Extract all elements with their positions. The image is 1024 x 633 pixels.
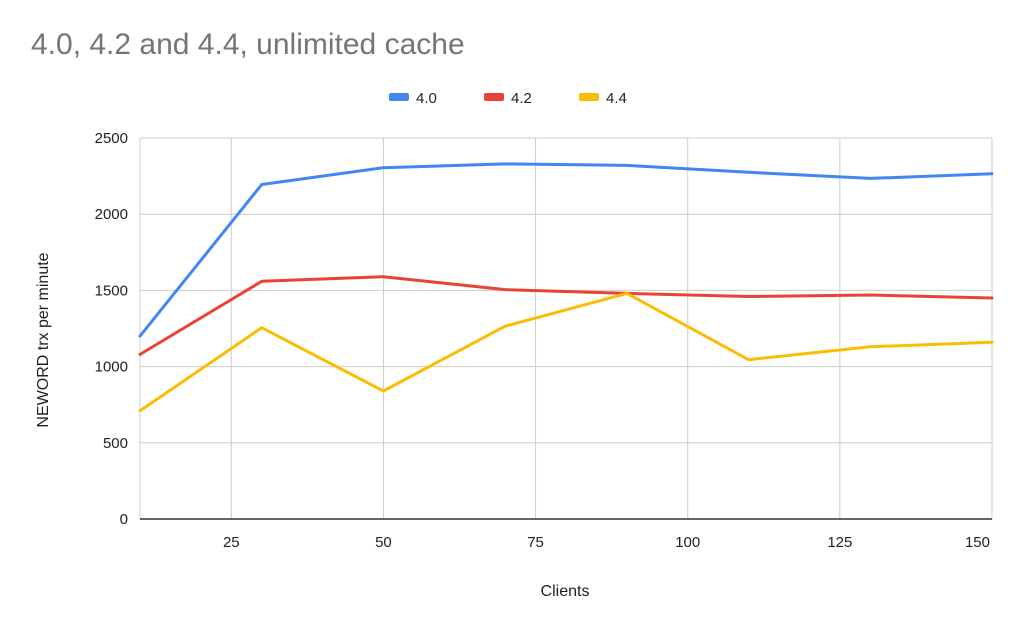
x-tick-labels: 25 50 75 100 125 150 [223,534,990,551]
series-line-4.4 [138,291,994,413]
chart-title: 4.0, 4.2 and 4.4, unlimited cache [31,28,465,61]
series-lines [138,162,994,413]
legend-swatch-4.0 [389,93,409,101]
legend-swatch-4.2 [484,93,504,101]
y-tick-label: 500 [103,435,128,452]
y-tick-label: 0 [120,511,128,528]
y-tick-label: 1000 [95,359,128,376]
legend-label-4.2: 4.2 [511,90,532,107]
x-axis-title: Clients [541,583,590,600]
legend: 4.0 4.2 4.4 [389,90,627,107]
y-tick-labels: 0 500 1000 1500 2000 2500 [95,130,128,528]
x-tick-label: 50 [375,534,392,551]
x-tick-label: 150 [965,534,990,551]
series-line-4.0 [138,162,994,338]
x-tick-label: 75 [527,534,544,551]
series-line-4.2 [138,275,994,356]
gridlines [139,137,993,520]
y-axis-title: NEWORD trx per minute [35,252,52,427]
y-tick-label: 2500 [95,130,128,147]
legend-label-4.0: 4.0 [416,90,437,107]
legend-label-4.4: 4.4 [606,90,627,107]
y-tick-label: 2000 [95,206,128,223]
y-tick-label: 1500 [95,282,128,299]
x-tick-label: 125 [827,534,852,551]
x-tick-label: 100 [675,534,700,551]
legend-swatch-4.4 [579,93,599,101]
x-tick-label: 25 [223,534,240,551]
